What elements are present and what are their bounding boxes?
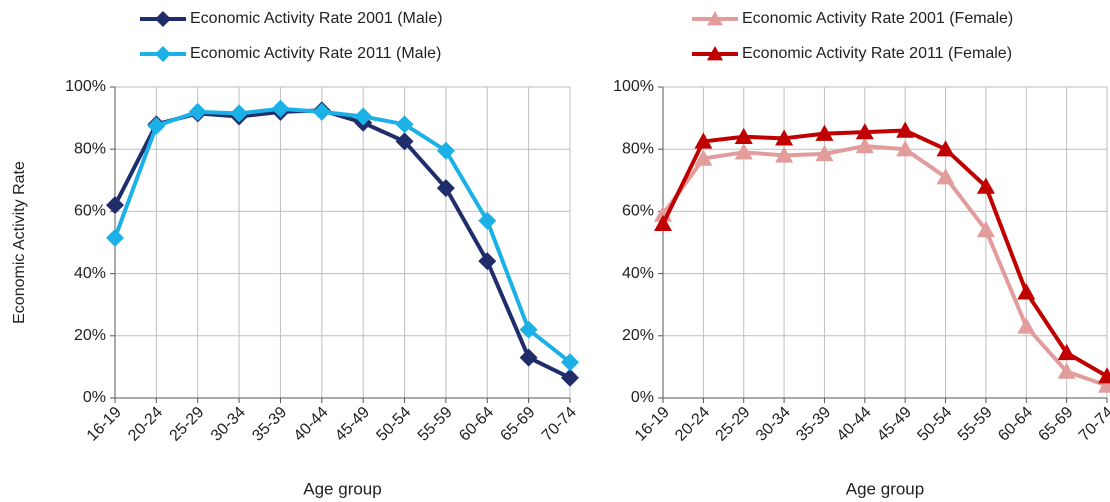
series-line (661, 144, 1108, 388)
x-tick-label: 20-24 (125, 404, 166, 445)
marker (478, 252, 497, 271)
marker (1017, 317, 1036, 334)
x-tick-label: 50-54 (914, 404, 955, 445)
x-tick-label: 25-29 (713, 404, 754, 445)
marker (519, 320, 538, 339)
x-axis-label: Age group (846, 479, 924, 498)
y-tick-label: 80% (74, 140, 106, 157)
legend-marker (155, 46, 171, 62)
marker (896, 121, 915, 138)
marker (976, 221, 995, 238)
marker (815, 124, 834, 141)
x-tick-label: 30-34 (208, 404, 249, 445)
legend-marker (707, 46, 723, 61)
series-line (113, 108, 571, 380)
marker (815, 144, 834, 162)
x-tick-label: 45-49 (332, 404, 373, 445)
marker (734, 127, 753, 144)
y-tick-label: 0% (631, 389, 654, 406)
x-tick-label: 65-69 (497, 404, 538, 445)
x-tick-label: 55-59 (955, 404, 996, 445)
y-tick-label: 60% (74, 203, 106, 220)
x-tick-label: 16-19 (84, 404, 125, 445)
y-tick-label: 60% (622, 203, 654, 220)
marker (654, 214, 672, 232)
marker (395, 115, 414, 134)
x-tick-label: 40-44 (291, 404, 332, 445)
x-tick-label: 30-34 (753, 404, 794, 445)
marker (1098, 367, 1110, 384)
marker (354, 107, 373, 126)
marker (561, 353, 579, 372)
y-tick-label: 0% (83, 389, 106, 406)
x-tick-label: 55-59 (415, 404, 456, 445)
legend-label: Economic Activity Rate 2001 (Female) (742, 10, 1013, 27)
x-axis-label: Age group (303, 479, 381, 498)
legend-label: Economic Activity Rate 2011 (Male) (190, 45, 441, 62)
marker (1017, 283, 1036, 300)
series-line (113, 106, 572, 364)
x-tick-label: 35-39 (249, 404, 290, 445)
marker (976, 177, 995, 194)
marker (694, 132, 713, 149)
x-tick-label: 20-24 (672, 404, 713, 445)
marker (1057, 343, 1076, 361)
legend-marker (707, 11, 723, 26)
marker (106, 196, 124, 215)
x-tick-label: 25-29 (167, 404, 208, 445)
y-tick-label: 40% (622, 265, 654, 282)
y-axis-label: Economic Activity Rate (11, 161, 28, 324)
x-tick-label: 60-64 (995, 404, 1036, 445)
marker (188, 102, 207, 121)
x-tick-label: 45-49 (874, 404, 915, 445)
x-tick-label: 16-19 (632, 404, 673, 445)
x-tick-label: 70-74 (1076, 404, 1110, 445)
marker (936, 140, 955, 157)
marker (147, 116, 166, 135)
marker (312, 102, 331, 121)
marker (775, 146, 794, 163)
marker (694, 149, 713, 166)
series-line (661, 128, 1109, 378)
y-tick-label: 100% (613, 78, 654, 95)
marker (936, 168, 955, 185)
x-tick-label: 35-39 (793, 404, 834, 445)
marker (855, 137, 874, 154)
marker (775, 129, 794, 146)
marker (436, 179, 455, 198)
y-tick-label: 40% (74, 265, 106, 282)
legend-label: Economic Activity Rate 2011 (Female) (742, 45, 1012, 62)
x-tick-label: 50-54 (373, 404, 414, 445)
y-tick-label: 100% (65, 78, 106, 95)
marker (519, 348, 538, 367)
legend-label: Economic Activity Rate 2001 (Male) (190, 10, 443, 27)
marker (896, 140, 915, 157)
marker (271, 99, 290, 118)
marker (230, 104, 249, 123)
x-tick-label: 65-69 (1035, 404, 1076, 445)
marker (855, 123, 874, 140)
marker (1057, 362, 1076, 379)
y-tick-label: 80% (622, 140, 654, 157)
y-tick-label: 20% (74, 327, 106, 344)
marker (478, 211, 497, 230)
marker (734, 143, 753, 160)
marker (106, 228, 124, 247)
legend-marker (155, 11, 171, 27)
marker (395, 132, 414, 151)
y-tick-label: 20% (622, 327, 654, 344)
x-tick-label: 60-64 (456, 404, 497, 445)
marker (436, 141, 455, 160)
marker (561, 368, 579, 387)
x-tick-label: 40-44 (834, 404, 875, 445)
x-tick-label: 70-74 (539, 404, 580, 445)
